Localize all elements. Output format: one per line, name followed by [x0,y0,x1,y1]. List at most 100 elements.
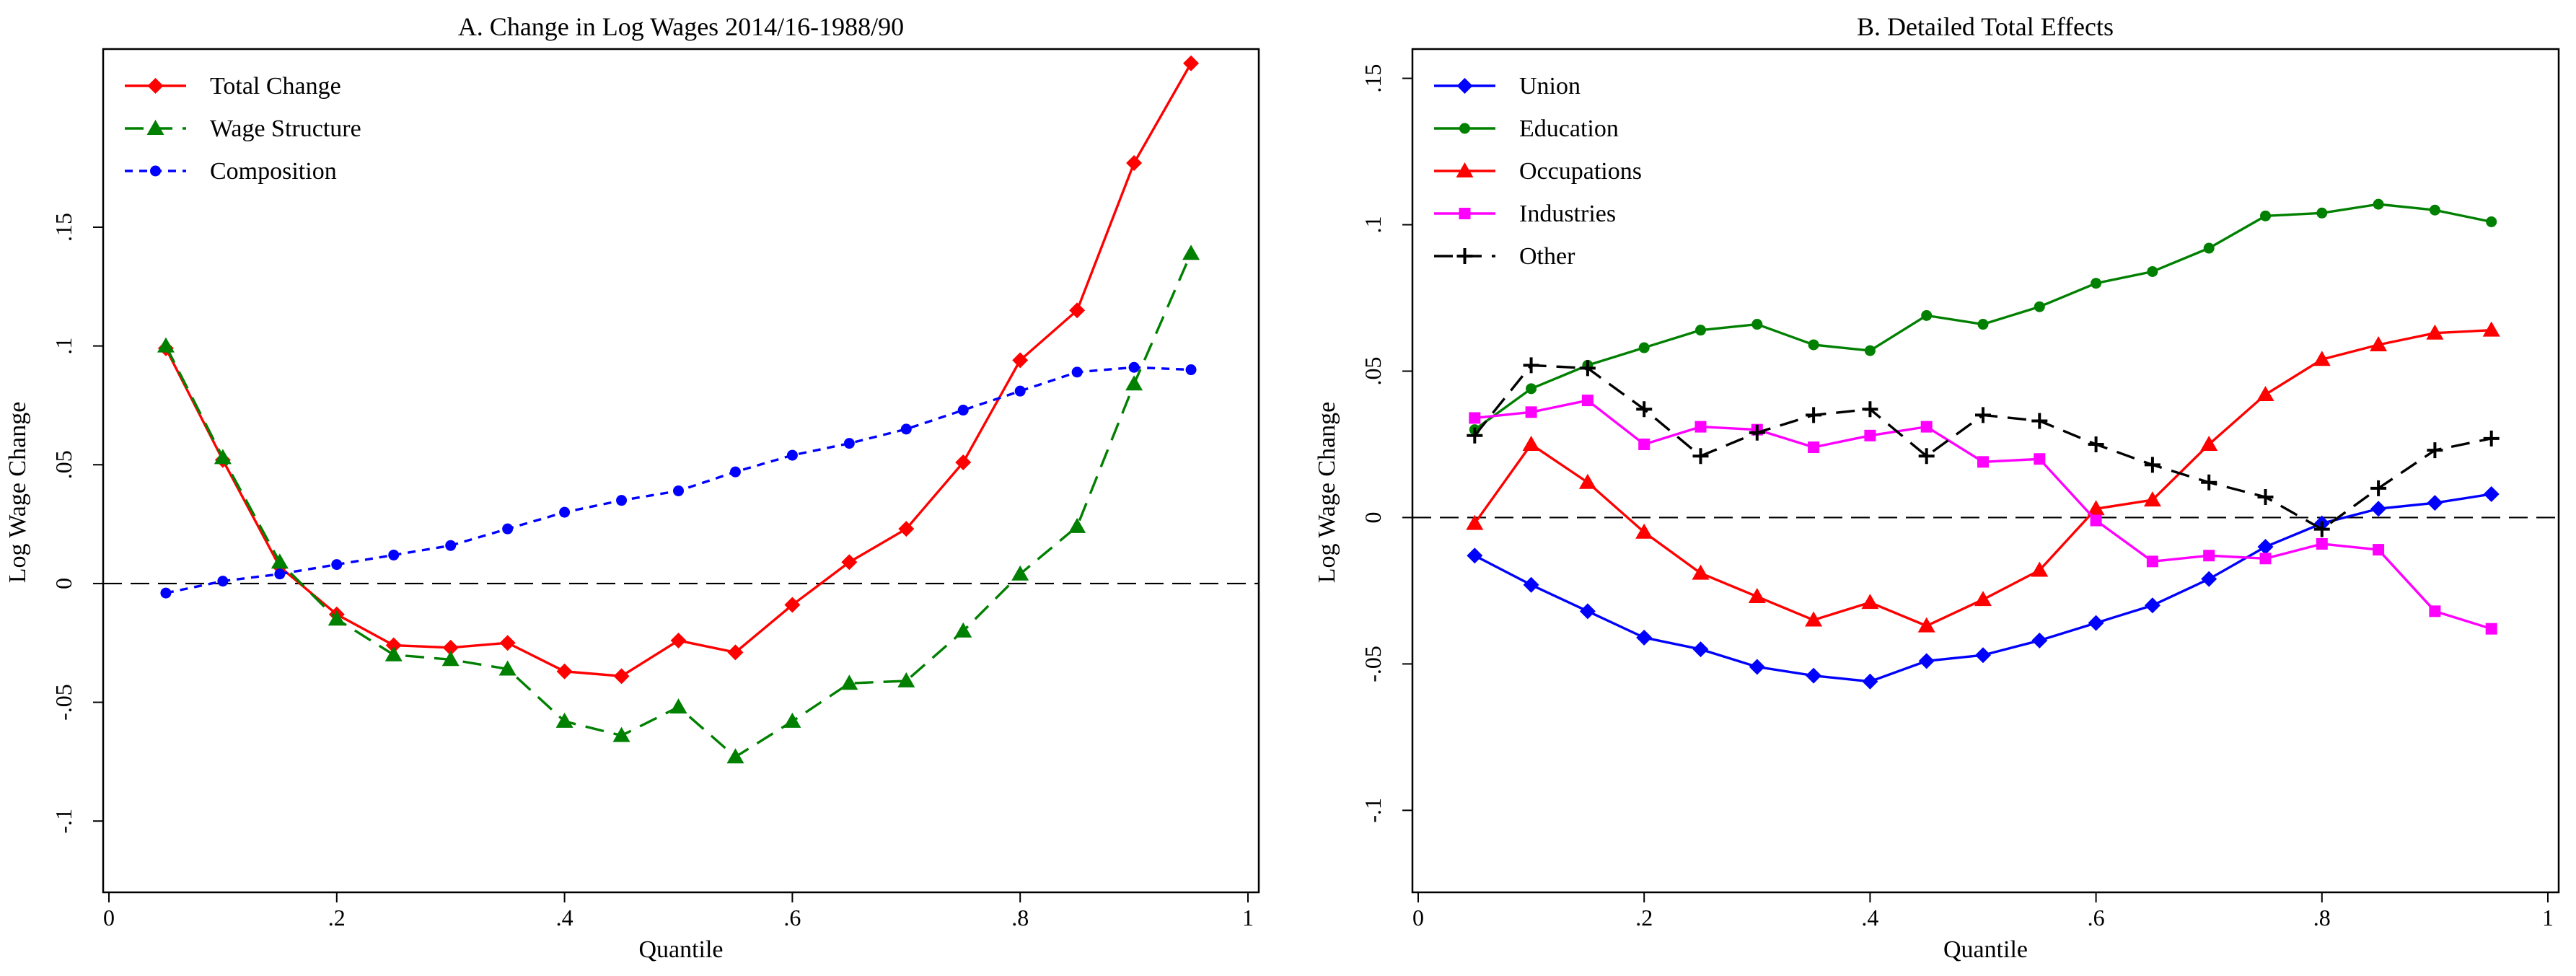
data-point [613,668,630,685]
data-point [1012,352,1029,369]
legend-label: Occupations [1519,158,1642,185]
data-point [673,485,684,496]
data-point [2034,453,2046,465]
legend-label: Union [1519,73,1581,100]
data-point [331,559,343,571]
x-tick-label: .6 [783,905,801,931]
data-point [2485,623,2497,635]
data-point [1522,435,1540,451]
data-point [2427,442,2443,459]
data-point [2370,335,2388,351]
data-point [1920,421,1933,433]
data-point [1579,360,1596,377]
data-point [2373,198,2384,210]
data-point [1806,407,1822,423]
x-tick-label: .2 [1635,905,1653,931]
series-composition [160,361,1197,599]
data-point [957,405,969,416]
data-point [1749,659,1765,675]
data-point [2486,216,2497,227]
data-point [445,540,457,551]
data-point [2147,265,2158,277]
legend: Union Education Occupations Industries Other [1434,73,1642,270]
data-point [214,449,232,465]
legend-label: Wage Structure [210,115,361,142]
data-point [2429,204,2440,216]
data-point [2090,514,2102,527]
data-point [441,651,460,667]
data-point [783,712,801,728]
x-tick-label: 1 [1242,905,1254,931]
x-tick-label: .8 [1011,905,1029,931]
data-point [1069,302,1086,319]
x-tick-label: .4 [1861,905,1878,931]
legend-marker [147,78,164,94]
data-point [1918,653,1935,669]
data-point [1638,342,1650,353]
x-tick-label: 0 [1412,905,1424,931]
data-point [1692,641,1709,658]
data-point [727,644,744,661]
series-education [1469,198,2497,436]
x-tick-label: 0 [103,905,115,931]
data-point [1806,667,1822,684]
data-point [670,632,687,649]
data-point [1974,591,1992,607]
data-point [502,523,514,535]
data-point [1011,565,1029,581]
data-point [498,660,516,676]
data-point [1861,594,1879,610]
y-tick-label: .1 [1360,216,1386,234]
data-point [2091,278,2102,289]
data-point [1805,611,1823,627]
data-point [2201,474,2217,491]
plot-frame [1411,48,2560,894]
data-point [2260,210,2271,221]
legend-marker [1456,78,1473,94]
data-point [2087,500,2105,516]
data-point [1126,155,1143,172]
data-point [612,726,630,742]
data-point [1579,603,1596,620]
data-point [2143,491,2161,507]
data-point [726,748,744,764]
y-tick-label: .15 [1360,64,1386,93]
x-tick-label: .6 [2088,905,2105,931]
data-point [1469,412,1481,424]
data-point [2257,489,2274,506]
data-point [2370,501,2387,517]
legend-marker [1456,162,1474,177]
chart-panel-b: B. Detailed Total Effects 0 .2 .4 .6 .8 1 Quant… [1314,12,2560,963]
data-point [1638,438,1650,450]
data-point [1692,564,1710,580]
chart-title: A. Change in Log Wages 2014/16-1988/90 [458,12,904,41]
data-point [1128,361,1140,373]
legend-marker [1459,208,1471,219]
data-point [2146,555,2158,568]
data-point [1525,406,1537,418]
data-point [2316,207,2328,219]
legend-label: Composition [210,158,337,185]
data-point [1185,364,1197,376]
data-point [157,337,175,353]
chart-title: B. Detailed Total Effects [1857,12,2114,41]
data-point [2429,605,2441,617]
data-point [1125,375,1143,391]
data-point [1694,421,1707,433]
data-point [2031,632,2048,649]
legend-label: Total Change [210,73,341,100]
data-point [955,454,972,470]
data-point [954,622,972,638]
data-point [2427,495,2443,511]
data-point [2373,544,2385,556]
legend-marker [1456,248,1473,264]
y-axis-label: Log Wage Change [4,402,31,584]
data-point [2203,242,2215,254]
data-point [898,521,915,537]
data-point [2316,537,2328,550]
chart-panel-a: A. Change in Log Wages 2014/16-1988/90 0.… [4,12,1260,963]
x-tick-label: .2 [328,905,346,931]
data-point [840,674,858,690]
data-point [1014,385,1026,397]
